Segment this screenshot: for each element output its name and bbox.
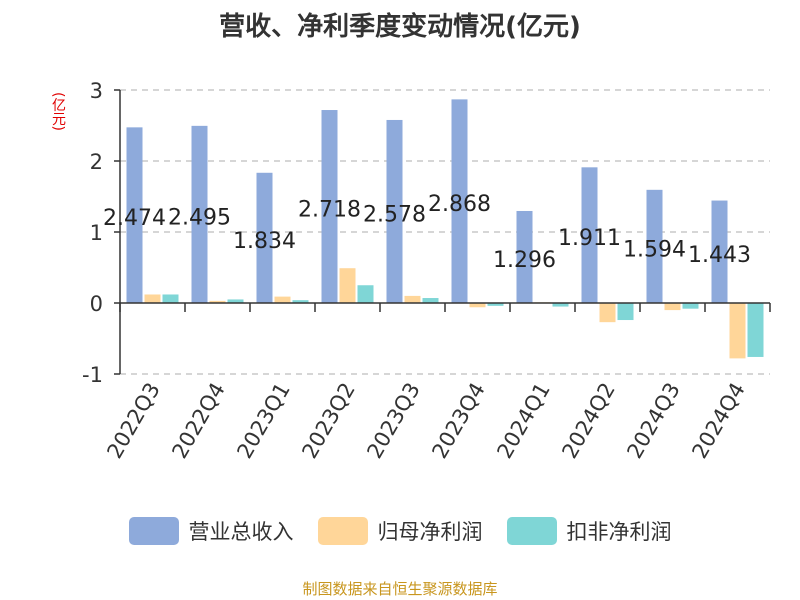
- x-tick-label: 2024Q2: [557, 379, 619, 463]
- x-tick-label: 2023Q4: [427, 379, 489, 463]
- bar: [339, 268, 356, 303]
- bar: [646, 189, 663, 303]
- bar: [292, 300, 309, 303]
- bar: [729, 303, 746, 359]
- bar: [144, 294, 161, 303]
- bar: [191, 125, 208, 303]
- bar: [357, 285, 374, 303]
- y-tick-label: 3: [90, 79, 103, 103]
- y-axis-unit-label: (亿元): [50, 92, 66, 131]
- source-note: 制图数据来自恒生聚源数据库: [302, 580, 498, 598]
- bar: [682, 303, 699, 309]
- x-tick-label: 2023Q3: [362, 379, 424, 463]
- legend-label-deducted-profit: 扣非净利润: [566, 520, 672, 544]
- bar: [451, 99, 468, 303]
- y-tick-label: 1: [90, 221, 103, 245]
- bar: [581, 167, 598, 303]
- y-tick-label: 2: [90, 150, 103, 174]
- bar: [469, 303, 486, 308]
- legend-label-net-profit: 归母净利润: [377, 520, 483, 544]
- data-label: 1.443: [688, 243, 751, 268]
- legend-swatch-revenue: [128, 517, 179, 545]
- bar: [664, 303, 681, 311]
- bar: [209, 300, 226, 303]
- data-label: 1.834: [233, 229, 296, 254]
- bar: [747, 303, 764, 357]
- legend-item-revenue[interactable]: 营业总收入: [128, 516, 294, 546]
- bar: [617, 303, 634, 321]
- legend-item-deducted-profit[interactable]: 扣非净利润: [506, 516, 672, 546]
- y-tick-label: 0: [90, 292, 103, 316]
- legend: 营业总收入 归母净利润 扣非净利润: [0, 516, 800, 546]
- data-label: 1.594: [623, 237, 686, 262]
- bar: [516, 210, 533, 303]
- legend-item-net-profit[interactable]: 归母净利润: [317, 516, 483, 546]
- bar: [274, 296, 291, 303]
- x-tick-label: 2023Q2: [297, 379, 359, 463]
- bar: [422, 298, 439, 303]
- bar: [126, 127, 143, 303]
- data-label: 2.718: [298, 198, 361, 223]
- bar: [487, 303, 504, 306]
- y-tick-label: -1: [82, 363, 103, 387]
- legend-label-revenue: 营业总收入: [188, 520, 294, 544]
- data-label: 2.578: [363, 202, 426, 227]
- chart-title: 营收、净利季度变动情况(亿元): [219, 12, 581, 42]
- legend-swatch-net-profit: [317, 517, 368, 545]
- bar: [256, 172, 273, 303]
- x-tick-label: 2022Q4: [167, 379, 229, 463]
- x-tick-label: 2024Q4: [687, 379, 749, 463]
- x-tick-label: 2023Q1: [232, 379, 294, 463]
- data-label: 1.911: [558, 226, 621, 251]
- data-label: 1.296: [493, 248, 556, 273]
- bar: [162, 294, 179, 303]
- bar: [404, 295, 421, 303]
- x-tick-label: 2022Q3: [102, 379, 164, 463]
- bar: [599, 303, 616, 323]
- bar: [321, 110, 338, 303]
- x-tick-label: 2024Q3: [622, 379, 684, 463]
- bar: [227, 299, 244, 303]
- legend-swatch-deducted-profit: [506, 517, 557, 545]
- data-label: 2.868: [428, 192, 491, 217]
- bar: [711, 200, 728, 303]
- bar: [552, 303, 569, 307]
- data-label: 2.495: [168, 205, 231, 230]
- data-label: 2.474: [103, 206, 166, 231]
- x-tick-label: 2024Q1: [492, 379, 554, 463]
- bar: [386, 119, 403, 303]
